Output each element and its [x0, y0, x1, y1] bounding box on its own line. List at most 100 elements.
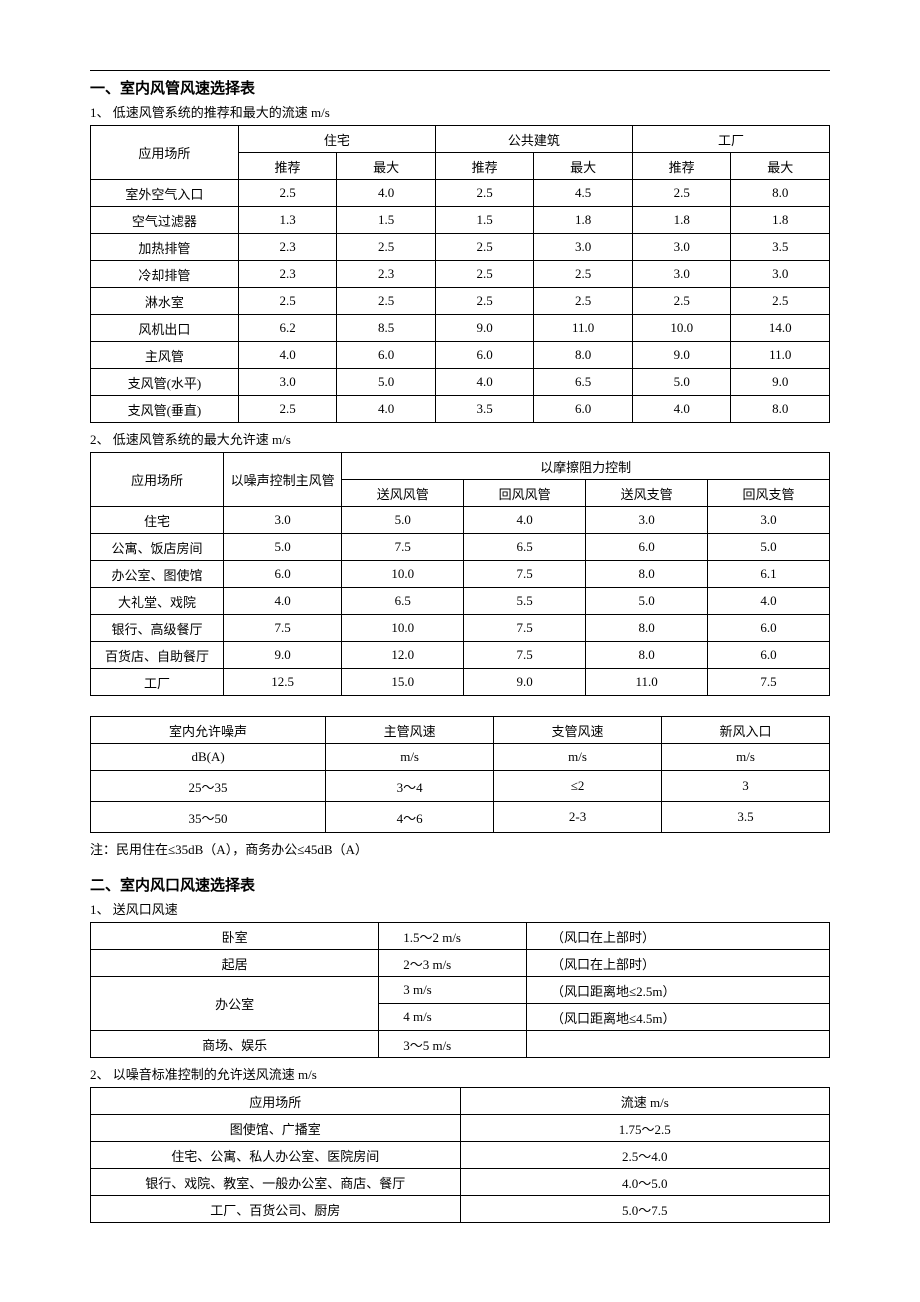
- t3-u0: dB(A): [91, 744, 326, 771]
- t2-h-noise: 以噪声控制主风管: [224, 453, 342, 507]
- t1-h-pub: 公共建筑: [435, 126, 632, 153]
- t2-cell: 6.0: [708, 615, 830, 642]
- t1-cell-name: 冷却排管: [91, 261, 239, 288]
- t1-cell: 9.0: [435, 315, 534, 342]
- t3-cell: 35～50: [91, 802, 326, 833]
- t1-cell-name: 淋水室: [91, 288, 239, 315]
- t1-cell: 3.0: [731, 261, 830, 288]
- t1-cell: 2.5: [337, 234, 436, 261]
- table-row: 淋水室2.52.52.52.52.52.5: [91, 288, 830, 315]
- t1-cell: 4.5: [534, 180, 633, 207]
- table1: 应用场所 住宅 公共建筑 工厂 推荐 最大 推荐 最大 推荐 最大 室外空气入口…: [90, 125, 830, 423]
- table-row: 起居2～3 m/s（风口在上部时）: [91, 950, 830, 977]
- section1-heading: 一、室内风管风速选择表: [90, 77, 830, 98]
- table-row: 住宅、公寓、私人办公室、医院房间2.5～4.0: [91, 1142, 830, 1169]
- t2-cell-name: 住宅: [91, 507, 224, 534]
- table-row: 空气过滤器1.31.51.51.81.81.8: [91, 207, 830, 234]
- t2-cell: 4.0: [224, 588, 342, 615]
- t5-header-row: 应用场所 流速 m/s: [91, 1088, 830, 1115]
- t1-cell: 5.0: [337, 369, 436, 396]
- t1-cell: 9.0: [632, 342, 731, 369]
- t2-cell: 7.5: [708, 669, 830, 696]
- t3-cell: 3: [662, 771, 830, 802]
- t1-cell: 2.5: [238, 180, 337, 207]
- t3-cell: 3.5: [662, 802, 830, 833]
- t1-cell: 2.3: [337, 261, 436, 288]
- t2-h-app: 应用场所: [91, 453, 224, 507]
- t1-cell: 2.3: [238, 261, 337, 288]
- t1-h-rec3: 推荐: [632, 153, 731, 180]
- t4-cell-speed: 2～3 m/s: [379, 950, 527, 977]
- t1-cell: 2.5: [435, 288, 534, 315]
- table-row: 25～353～4≤23: [91, 771, 830, 802]
- t1-h-max1: 最大: [337, 153, 436, 180]
- t1-cell: 2.3: [238, 234, 337, 261]
- t2-cell: 7.5: [342, 534, 464, 561]
- t1-cell: 2.5: [238, 396, 337, 423]
- t2-cell: 11.0: [586, 669, 708, 696]
- t1-h-rec1: 推荐: [238, 153, 337, 180]
- t2-cell: 8.0: [586, 615, 708, 642]
- t5-cell: 图使馆、广播室: [91, 1115, 461, 1142]
- section2-heading: 二、室内风口风速选择表: [90, 874, 830, 895]
- t1-h-fac: 工厂: [632, 126, 829, 153]
- t1-header-row1: 应用场所 住宅 公共建筑 工厂: [91, 126, 830, 153]
- t1-cell: 11.0: [731, 342, 830, 369]
- table-row: 风机出口6.28.59.011.010.014.0: [91, 315, 830, 342]
- t4-cell-speed: 3～5 m/s: [379, 1031, 527, 1058]
- t2-cell: 3.0: [224, 507, 342, 534]
- t2-cell: 12.5: [224, 669, 342, 696]
- t2-cell: 6.0: [586, 534, 708, 561]
- t1-cell: 6.2: [238, 315, 337, 342]
- t5-cell: 银行、戏院、教室、一般办公室、商店、餐厅: [91, 1169, 461, 1196]
- t2-cell: 3.0: [586, 507, 708, 534]
- section2-sub2: 2、 以噪音标准控制的允许送风流速 m/s: [90, 1064, 830, 1083]
- t1-cell: 5.0: [632, 369, 731, 396]
- t2-cell: 7.5: [464, 642, 586, 669]
- t4-cell-cond: （风口距离地≤4.5m）: [527, 1004, 830, 1031]
- t2-cell: 7.5: [464, 561, 586, 588]
- t4-cell-name: 卧室: [91, 923, 379, 950]
- table4: 卧室1.5～2 m/s（风口在上部时）起居2～3 m/s（风口在上部时）办公室3…: [90, 922, 830, 1058]
- t2-cell-name: 银行、高级餐厅: [91, 615, 224, 642]
- t3-cell: 2-3: [494, 802, 662, 833]
- t2-hc1: 回风风管: [464, 480, 586, 507]
- t2-cell-name: 办公室、图使馆: [91, 561, 224, 588]
- t1-h-rec2: 推荐: [435, 153, 534, 180]
- t1-h-res: 住宅: [238, 126, 435, 153]
- section1-note: 注：民用住在≤35dB（A），商务办公≤45dB（A）: [90, 839, 830, 858]
- t2-cell: 9.0: [224, 642, 342, 669]
- t3-cell: 4～6: [326, 802, 494, 833]
- t1-cell: 4.0: [632, 396, 731, 423]
- section2-sub1: 1、 送风口风速: [90, 899, 830, 918]
- t1-cell: 6.0: [337, 342, 436, 369]
- t4-cell-name: 商场、娱乐: [91, 1031, 379, 1058]
- table-row: 银行、高级餐厅7.510.07.58.06.0: [91, 615, 830, 642]
- t1-cell: 2.5: [238, 288, 337, 315]
- t3-cell: 3～4: [326, 771, 494, 802]
- t2-cell: 9.0: [464, 669, 586, 696]
- t2-cell: 7.5: [464, 615, 586, 642]
- t1-cell: 1.5: [337, 207, 436, 234]
- t1-cell: 11.0: [534, 315, 633, 342]
- t2-header-row1: 应用场所 以噪声控制主风管 以摩擦阻力控制: [91, 453, 830, 480]
- t2-cell: 4.0: [464, 507, 586, 534]
- t2-cell: 6.5: [342, 588, 464, 615]
- t2-cell: 3.0: [708, 507, 830, 534]
- t2-cell: 5.0: [708, 534, 830, 561]
- t1-h-max3: 最大: [731, 153, 830, 180]
- t2-cell: 6.0: [224, 561, 342, 588]
- t4-cell-speed: 3 m/s: [379, 977, 527, 1004]
- t3-h3: 新风入口: [662, 717, 830, 744]
- t2-cell-name: 大礼堂、戏院: [91, 588, 224, 615]
- t2-cell: 5.0: [224, 534, 342, 561]
- table3: 室内允许噪声 主管风速 支管风速 新风入口 dB(A) m/s m/s m/s …: [90, 716, 830, 833]
- table-row: 加热排管2.32.52.53.03.03.5: [91, 234, 830, 261]
- t2-hc3: 回风支管: [708, 480, 830, 507]
- t4-cell-cond: （风口在上部时）: [527, 923, 830, 950]
- t1-cell: 9.0: [731, 369, 830, 396]
- table-row: 大礼堂、戏院4.06.55.55.04.0: [91, 588, 830, 615]
- t3-header-row1: 室内允许噪声 主管风速 支管风速 新风入口: [91, 717, 830, 744]
- section1-sub2: 2、 低速风管系统的最大允许速 m/s: [90, 429, 830, 448]
- t4-cell-cond: [527, 1031, 830, 1058]
